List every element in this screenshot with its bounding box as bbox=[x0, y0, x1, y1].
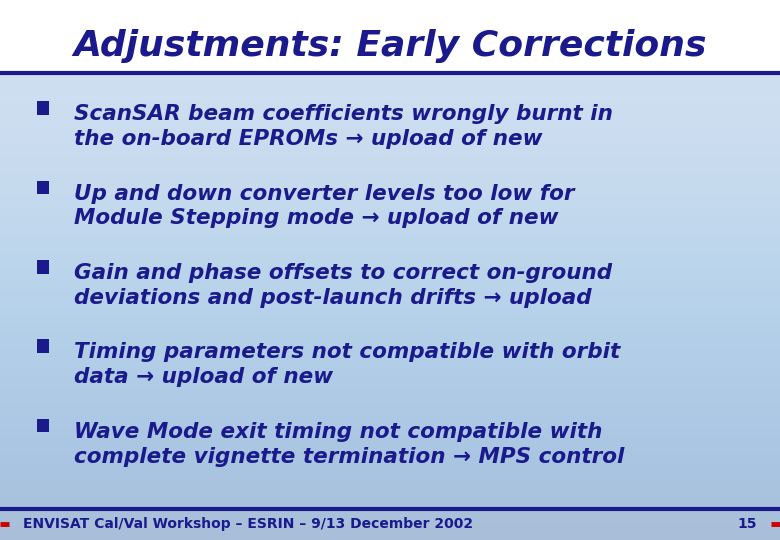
Bar bbox=[37, 339, 49, 353]
Text: Up and down converter levels too low for
Module Stepping mode → upload of new: Up and down converter levels too low for… bbox=[74, 184, 575, 228]
Text: ENVISAT Cal/Val Workshop – ESRIN – 9/13 December 2002: ENVISAT Cal/Val Workshop – ESRIN – 9/13 … bbox=[23, 517, 473, 531]
Text: Timing parameters not compatible with orbit
data → upload of new: Timing parameters not compatible with or… bbox=[74, 342, 620, 387]
Bar bbox=[37, 419, 49, 432]
Bar bbox=[37, 101, 49, 114]
Text: Adjustments: Early Corrections: Adjustments: Early Corrections bbox=[73, 29, 707, 63]
FancyBboxPatch shape bbox=[0, 0, 780, 73]
Bar bbox=[37, 180, 49, 194]
Text: 15: 15 bbox=[737, 517, 757, 531]
Text: Gain and phase offsets to correct on-ground
deviations and post-launch drifts → : Gain and phase offsets to correct on-gro… bbox=[74, 263, 612, 308]
Text: Wave Mode exit timing not compatible with
complete vignette termination → MPS co: Wave Mode exit timing not compatible wit… bbox=[74, 422, 625, 467]
Bar bbox=[37, 260, 49, 273]
Text: ScanSAR beam coefficients wrongly burnt in
the on-board EPROMs → upload of new: ScanSAR beam coefficients wrongly burnt … bbox=[74, 104, 613, 149]
